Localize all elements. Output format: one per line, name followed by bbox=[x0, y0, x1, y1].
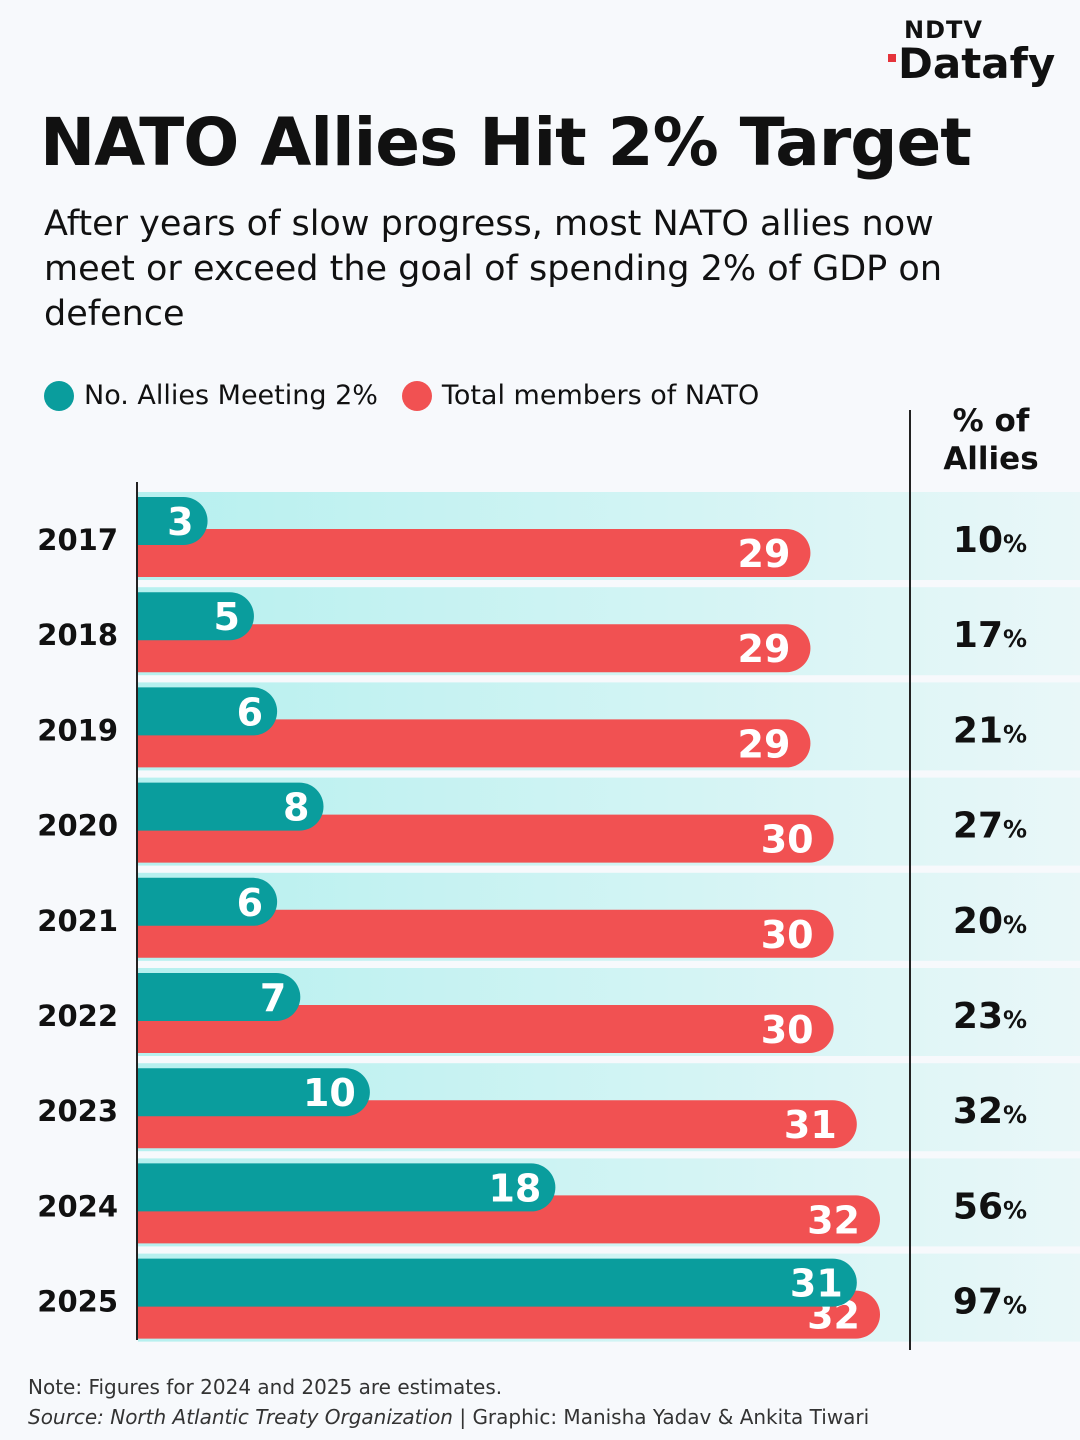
footer-separator: | bbox=[452, 1405, 473, 1429]
bar-allies-meeting bbox=[138, 687, 278, 736]
bar-label-total-members: 30 bbox=[761, 1008, 814, 1052]
bar-label-allies-meeting: 6 bbox=[237, 690, 263, 734]
bar-total-members bbox=[138, 909, 834, 958]
bar-total-members bbox=[138, 529, 811, 577]
bar-label-allies-meeting: 7 bbox=[260, 976, 286, 1020]
y-axis-line bbox=[136, 482, 138, 1340]
legend-label-members: Total members of NATO bbox=[441, 380, 760, 411]
percent-suffix: % bbox=[1003, 1292, 1027, 1320]
brand-top: NDTV bbox=[904, 16, 983, 44]
year-label: 2024 bbox=[37, 1189, 118, 1223]
bar-label-allies-meeting: 6 bbox=[237, 881, 263, 925]
footer-note: Note: Figures for 2024 and 2025 are esti… bbox=[28, 1375, 503, 1399]
year-label: 2021 bbox=[37, 904, 118, 938]
legend-item-allies: No. Allies Meeting 2% bbox=[44, 380, 378, 411]
brand-main-text: Datafy bbox=[898, 39, 1056, 88]
bar-label-total-members: 29 bbox=[738, 532, 791, 576]
percent-suffix: % bbox=[1003, 911, 1027, 939]
legend-dot-icon-allies bbox=[44, 380, 74, 411]
year-label: 2019 bbox=[37, 713, 118, 747]
bar-label-allies-meeting: 3 bbox=[167, 500, 193, 544]
percent-suffix: % bbox=[1003, 625, 1027, 653]
percent-value: 20% bbox=[953, 901, 1027, 942]
year-label: 2017 bbox=[37, 523, 118, 557]
bar-allies-meeting bbox=[138, 782, 324, 831]
chart-subtitle: After years of slow progress, most NATO … bbox=[44, 204, 943, 334]
bar-label-allies-meeting: 8 bbox=[283, 786, 309, 830]
year-label: 2025 bbox=[37, 1285, 118, 1319]
percent-header-line1: % of bbox=[952, 403, 1030, 439]
percent-value: 27% bbox=[953, 806, 1027, 847]
bar-allies-meeting bbox=[138, 973, 301, 1021]
percent-header-line2: Allies bbox=[943, 441, 1039, 477]
year-label: 2022 bbox=[37, 999, 118, 1033]
bar-allies-meeting bbox=[138, 1068, 370, 1117]
bar-allies-meeting bbox=[138, 497, 208, 545]
bar-total-members bbox=[138, 719, 811, 768]
footer: Note: Figures for 2024 and 2025 are esti… bbox=[28, 1372, 869, 1432]
footer-source-line: Source: North Atlantic Treaty Organizati… bbox=[28, 1402, 869, 1432]
percent-column-header: % of Allies bbox=[912, 402, 1070, 478]
brand-dot-icon bbox=[888, 54, 896, 62]
bar-total-members bbox=[138, 624, 811, 673]
bar-allies-meeting bbox=[138, 877, 278, 926]
bar-label-allies-meeting: 5 bbox=[213, 595, 239, 639]
percent-suffix: % bbox=[1003, 530, 1027, 558]
legend: No. Allies Meeting 2% Total members of N… bbox=[44, 380, 783, 411]
bar-label-total-members: 32 bbox=[807, 1198, 860, 1242]
percent-suffix: % bbox=[1003, 1101, 1027, 1129]
bar-label-allies-meeting: 31 bbox=[790, 1262, 843, 1306]
legend-item-members: Total members of NATO bbox=[401, 380, 760, 411]
bar-label-total-members: 31 bbox=[784, 1103, 837, 1147]
bar-label-total-members: 29 bbox=[738, 627, 791, 671]
legend-dot-icon-members bbox=[401, 380, 432, 411]
bar-allies-meeting bbox=[138, 1163, 556, 1212]
percent-suffix: % bbox=[1003, 720, 1027, 748]
bar-allies-meeting bbox=[138, 592, 254, 641]
bar-label-allies-meeting: 10 bbox=[303, 1071, 356, 1115]
bar-total-members bbox=[138, 1005, 834, 1053]
bar-allies-meeting bbox=[138, 1258, 857, 1307]
percent-suffix: % bbox=[1003, 1196, 1027, 1224]
footer-source: Source: North Atlantic Treaty Organizati… bbox=[28, 1405, 453, 1429]
chart-title: NATO Allies Hit 2% Target bbox=[40, 104, 972, 181]
legend-label-allies: No. Allies Meeting 2% bbox=[84, 380, 378, 411]
brand-logo: NDTV Datafy bbox=[888, 16, 1058, 88]
percent-suffix: % bbox=[1003, 816, 1027, 844]
bar-label-allies-meeting: 18 bbox=[488, 1166, 541, 1210]
year-label: 2020 bbox=[37, 809, 118, 843]
bar-label-total-members: 30 bbox=[761, 913, 814, 957]
footer-credit: Graphic: Manisha Yadav & Ankita Tiwari bbox=[472, 1405, 870, 1429]
year-label: 2018 bbox=[37, 618, 118, 652]
year-label: 2023 bbox=[37, 1094, 118, 1128]
bar-label-total-members: 30 bbox=[761, 818, 814, 862]
percent-suffix: % bbox=[1003, 1006, 1027, 1034]
column-divider bbox=[909, 410, 911, 1350]
bar-label-total-members: 29 bbox=[738, 722, 791, 766]
brand-main: Datafy bbox=[888, 39, 1058, 88]
